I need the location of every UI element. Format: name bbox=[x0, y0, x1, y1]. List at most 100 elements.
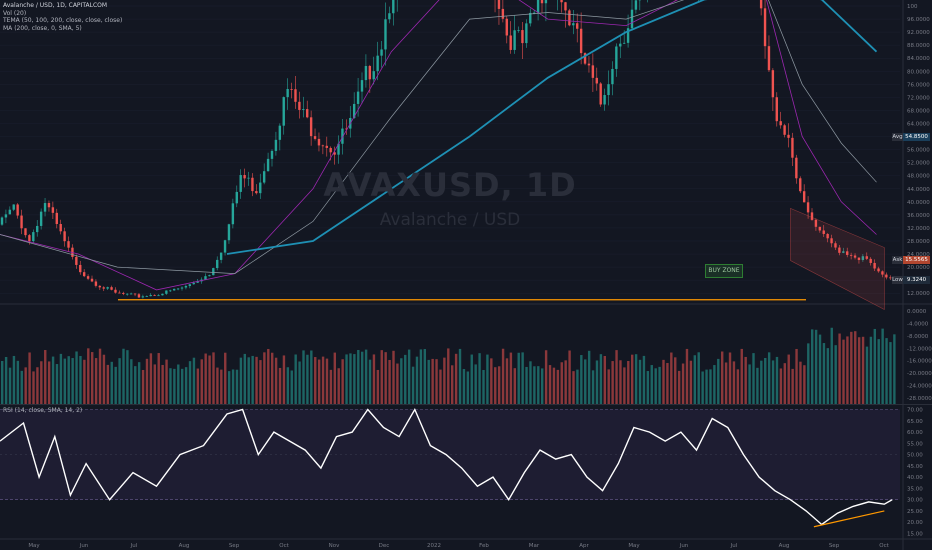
candle-body bbox=[39, 211, 43, 226]
volume-bar bbox=[239, 357, 243, 404]
price-tag-avg: Avg 54.8500 bbox=[892, 133, 930, 141]
candle-body bbox=[889, 277, 892, 279]
volume-bar bbox=[587, 350, 591, 404]
candle-body bbox=[0, 217, 4, 225]
time-tick-label: Jun bbox=[79, 543, 89, 549]
candle-body bbox=[290, 88, 293, 90]
volume-bar bbox=[501, 348, 505, 404]
candle-body bbox=[525, 23, 528, 44]
legend-symbol[interactable]: Avalanche / USD, 1D, CAPITALCOM bbox=[3, 2, 108, 9]
candle-body bbox=[517, 30, 520, 31]
candle-body bbox=[838, 247, 841, 253]
volume-bar bbox=[674, 357, 677, 404]
candle-body bbox=[802, 191, 806, 203]
chart-legend: Avalanche / USD, 1D, CAPITALCOM Vol (20)… bbox=[3, 2, 122, 32]
volume-bar bbox=[28, 352, 31, 404]
volume-bar bbox=[36, 367, 39, 404]
candle-body bbox=[763, 8, 767, 47]
volume-bar bbox=[873, 328, 877, 404]
candle-body bbox=[165, 290, 168, 294]
candle-body bbox=[309, 117, 313, 137]
volume-bar bbox=[188, 361, 192, 404]
time-tick-label: Aug bbox=[779, 543, 790, 549]
volume-bar bbox=[247, 357, 250, 404]
candle-body bbox=[611, 68, 614, 85]
volume-bar bbox=[623, 367, 626, 404]
volume-bar bbox=[181, 368, 184, 404]
rsi-tick-label: 35.00 bbox=[907, 486, 923, 492]
candle-body bbox=[110, 287, 113, 290]
volume-bar bbox=[67, 356, 70, 404]
candle-body bbox=[90, 278, 94, 282]
volume-bar bbox=[114, 366, 117, 404]
volume-bar bbox=[267, 348, 270, 404]
candle-body bbox=[630, 9, 634, 29]
volume-bar bbox=[451, 365, 454, 404]
volume-bar bbox=[685, 348, 689, 404]
volume-bar bbox=[666, 363, 669, 404]
volume-bar bbox=[505, 358, 509, 404]
volume-bar bbox=[16, 360, 20, 404]
candle-body bbox=[501, 8, 505, 19]
legend-ma[interactable]: MA (200, close, 0, SMA, 5) bbox=[3, 24, 82, 32]
candle-body bbox=[259, 182, 262, 194]
volume-bar bbox=[834, 345, 837, 404]
candle-body bbox=[857, 257, 861, 260]
volume-bar bbox=[439, 369, 442, 404]
time-tick-label: Jul bbox=[130, 543, 138, 549]
volume-bar bbox=[466, 371, 470, 404]
volume-bar bbox=[654, 368, 657, 404]
candle-body bbox=[59, 223, 62, 232]
candle-body bbox=[521, 30, 524, 44]
volume-bar bbox=[736, 369, 740, 404]
candle-body bbox=[775, 97, 778, 122]
volume-bar bbox=[646, 371, 650, 404]
volume-bar bbox=[396, 363, 399, 404]
volume-bar bbox=[63, 358, 67, 404]
volume-bar bbox=[196, 368, 200, 404]
volume-bar bbox=[826, 348, 830, 404]
volume-bar bbox=[376, 369, 380, 404]
volume-bar bbox=[32, 371, 35, 404]
candle-body bbox=[376, 55, 379, 72]
candle-body bbox=[16, 204, 19, 216]
candle-body bbox=[24, 228, 27, 236]
volume-bar bbox=[474, 364, 477, 404]
volume-bar bbox=[830, 327, 833, 404]
volume-bar bbox=[130, 359, 133, 404]
legend-vol[interactable]: Vol (20) bbox=[3, 9, 27, 17]
volume-bar bbox=[740, 348, 743, 404]
volume-bar bbox=[259, 360, 262, 404]
volume-bar bbox=[877, 339, 880, 404]
candle-body bbox=[818, 226, 822, 231]
volume-tick-label: -8.0000 bbox=[907, 334, 929, 340]
volume-bar bbox=[310, 350, 313, 404]
volume-bar bbox=[677, 370, 681, 404]
candle-body bbox=[176, 288, 180, 290]
legend-tema[interactable]: TEMA (50, 100, 200, close, close, close) bbox=[3, 17, 123, 24]
tema-100-line bbox=[0, 0, 877, 274]
candle-body bbox=[759, 0, 763, 9]
volume-bar bbox=[122, 348, 125, 404]
volume-bar bbox=[889, 342, 892, 404]
descending-channel bbox=[790, 207, 885, 311]
volume-bar bbox=[803, 365, 806, 404]
volume-bar bbox=[153, 364, 157, 404]
volume-bar bbox=[298, 361, 301, 404]
candle-body bbox=[184, 285, 188, 288]
volume-bar bbox=[861, 336, 865, 404]
price-tick-label: 52.0000 bbox=[907, 161, 930, 167]
volume-bar bbox=[486, 354, 489, 404]
volume-bar bbox=[764, 357, 767, 404]
volume-tick-label: -4.0000 bbox=[907, 322, 929, 328]
time-tick-label: Oct bbox=[279, 543, 289, 549]
price-tick-label: 12.0000 bbox=[907, 291, 930, 297]
volume-bar bbox=[611, 361, 614, 404]
rsi-legend[interactable]: RSI (14, close, SMA, 14, 2) bbox=[3, 407, 83, 414]
candle-body bbox=[529, 12, 532, 24]
volume-bar bbox=[419, 349, 423, 404]
candle-body bbox=[133, 293, 137, 295]
volume-bar bbox=[24, 367, 27, 404]
candle-body bbox=[372, 71, 375, 80]
